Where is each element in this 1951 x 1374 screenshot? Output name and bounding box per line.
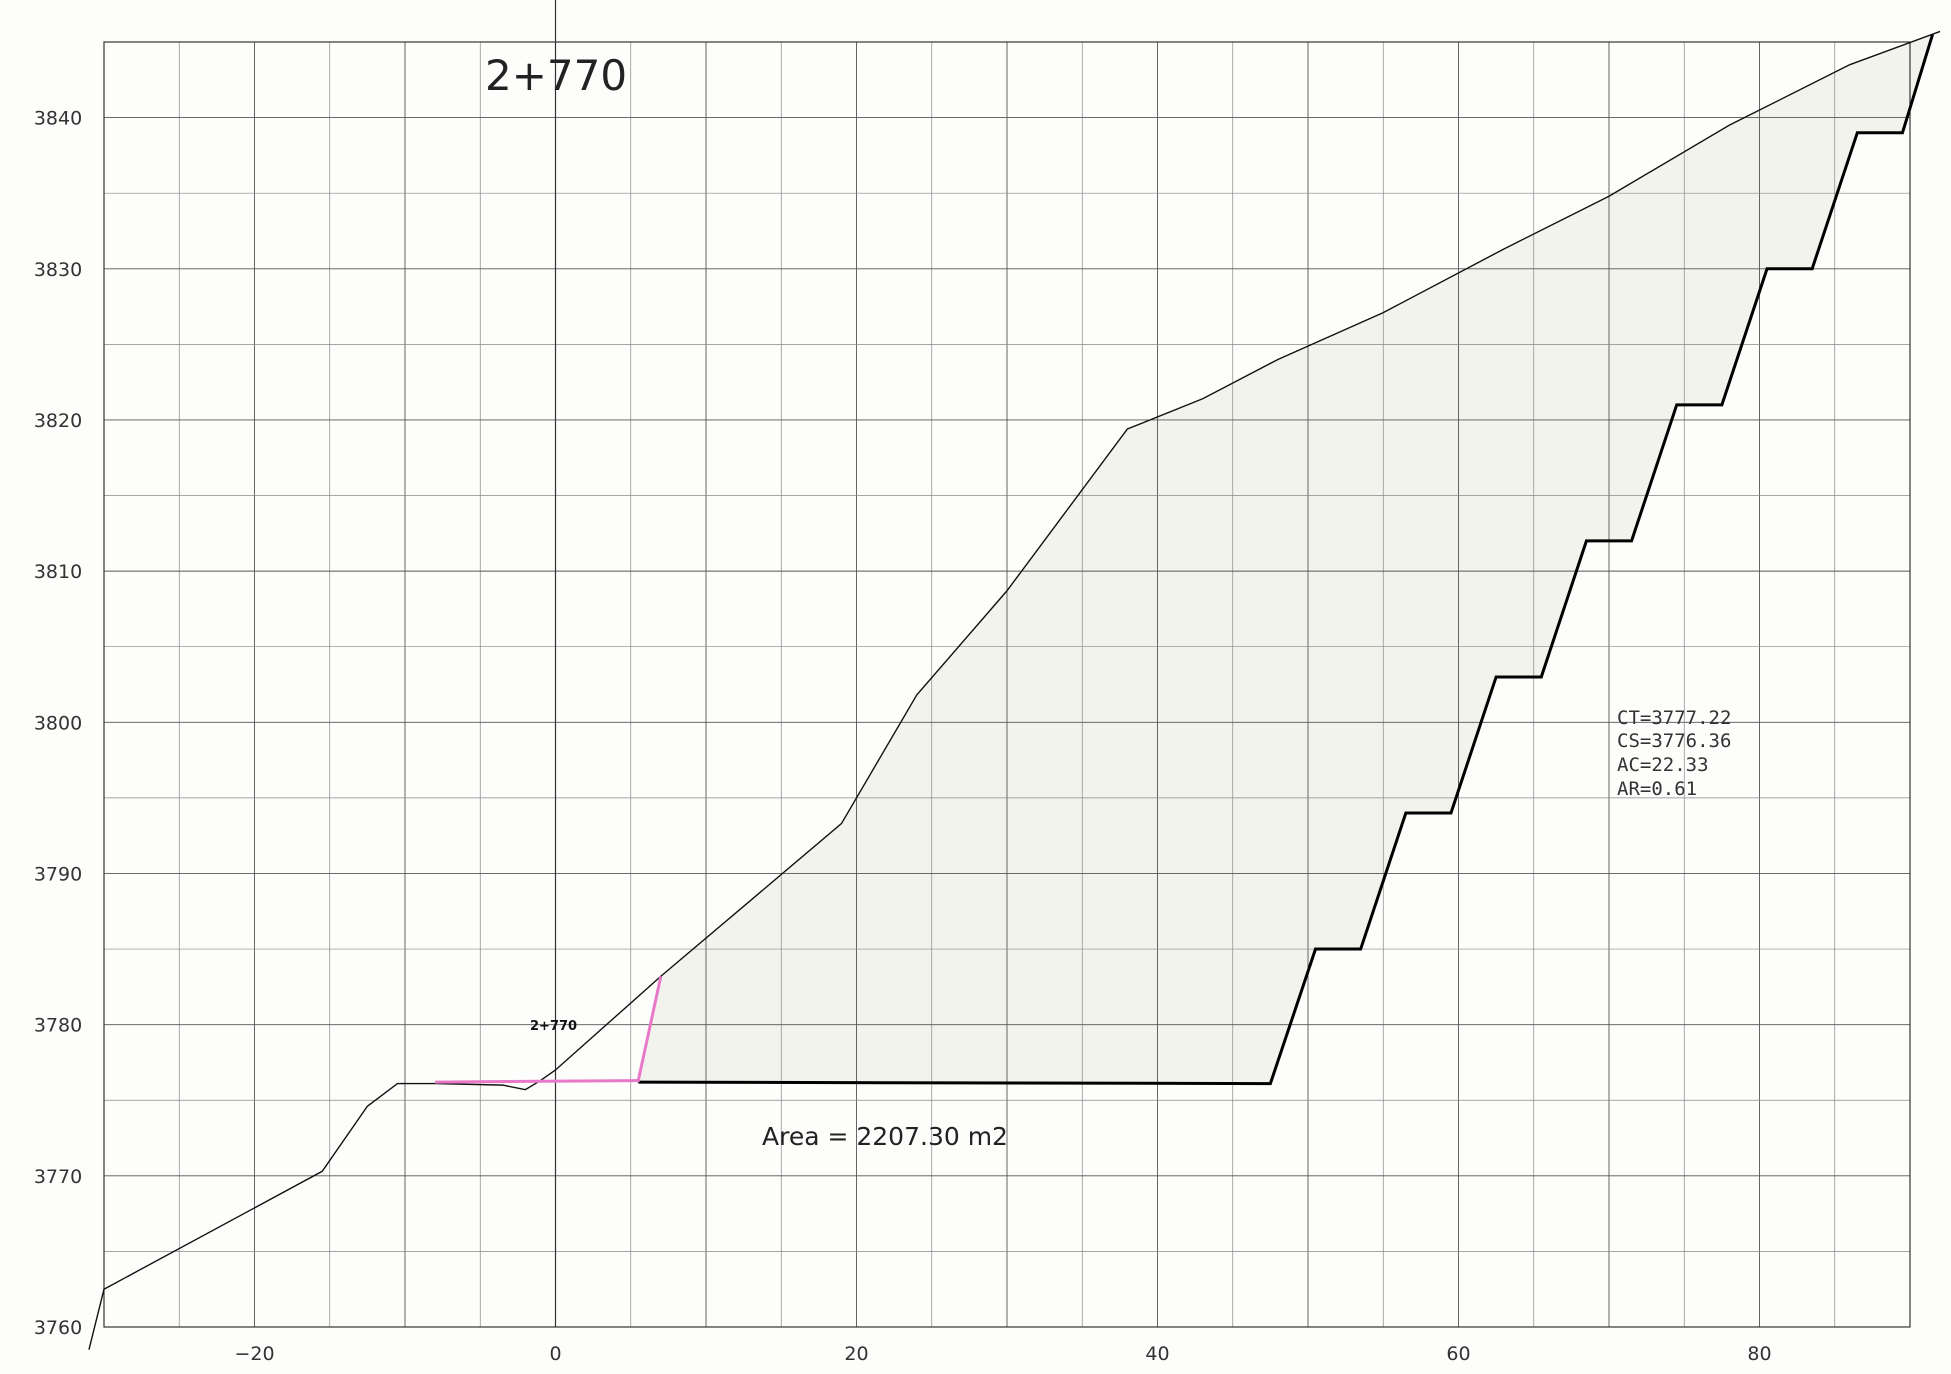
- cut-area-fill: [638, 31, 1941, 1084]
- grid: [103, 0, 1911, 1328]
- info-ct: CT=3777.22: [1617, 707, 1731, 729]
- info-block: CT=3777.22 CS=3776.36 AC=22.33 AR=0.61: [1617, 707, 1731, 800]
- terrain-line: [88, 30, 1941, 1350]
- y-tick-label: 3760: [34, 1317, 82, 1339]
- y-tick-label: 3830: [34, 259, 82, 281]
- x-tick-label: 80: [1747, 1343, 1771, 1365]
- series-lines: [88, 30, 1941, 1350]
- info-cs: CS=3776.36: [1617, 730, 1731, 752]
- y-tick-label: 3770: [34, 1166, 82, 1188]
- y-tick-label: 3840: [34, 108, 82, 130]
- axis-tick-labels: −20 0 20 40 60 80 3760 3770 3780 3790 3800 3810 3820…: [34, 108, 1772, 1365]
- x-tick-label: 60: [1446, 1343, 1470, 1365]
- design-section-line: [638, 34, 1935, 1086]
- y-tick-label: 3780: [34, 1015, 82, 1037]
- plot-frame: [103, 41, 1911, 1328]
- y-tick-label: 3810: [34, 561, 82, 583]
- pink-subgrade-line: [435, 975, 663, 1084]
- x-tick-label: 40: [1145, 1343, 1169, 1365]
- area-label: Area = 2207.30 m2: [762, 1122, 1008, 1151]
- x-tick-label: 20: [844, 1343, 868, 1365]
- y-tick-label: 3790: [34, 863, 82, 885]
- station-marker-label: 2+770: [530, 1019, 577, 1034]
- x-tick-label: 0: [549, 1343, 561, 1365]
- info-ar: AR=0.61: [1617, 778, 1697, 800]
- y-tick-label: 3800: [34, 712, 82, 734]
- info-ac: AC=22.33: [1617, 754, 1709, 776]
- x-tick-label: −20: [234, 1343, 274, 1365]
- section-title: 2+770: [485, 51, 627, 100]
- cut-area-polygon: [638, 31, 1941, 1084]
- y-tick-label: 3820: [34, 410, 82, 432]
